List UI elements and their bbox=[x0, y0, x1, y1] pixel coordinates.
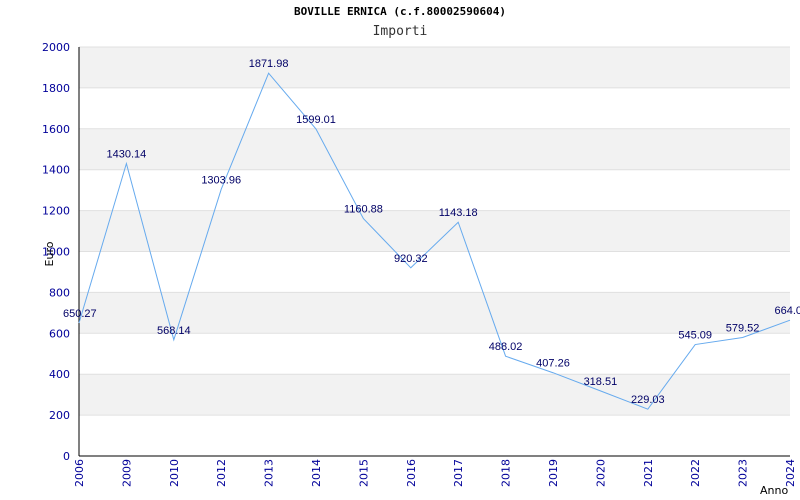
data-label: 318.51 bbox=[584, 376, 618, 388]
y-tick-label: 1600 bbox=[42, 123, 70, 136]
x-tick-label: 2009 bbox=[120, 459, 133, 487]
data-label: 579.52 bbox=[726, 322, 760, 334]
data-label: 407.26 bbox=[536, 358, 570, 370]
x-tick-label: 2024 bbox=[784, 459, 797, 487]
data-label: 1871.98 bbox=[249, 58, 289, 70]
y-tick-label: 200 bbox=[49, 409, 70, 422]
data-label: 488.02 bbox=[489, 341, 523, 353]
chart-subtitle: Importi bbox=[372, 24, 428, 39]
data-label: 1143.18 bbox=[439, 207, 478, 219]
grid-band bbox=[79, 374, 790, 416]
x-tick-label: 2010 bbox=[168, 459, 181, 487]
y-tick-label: 1000 bbox=[42, 246, 70, 259]
x-tick-label: 2012 bbox=[215, 459, 228, 487]
y-tick-label: 1400 bbox=[42, 164, 70, 177]
grid-lines bbox=[79, 46, 790, 457]
x-tick-label: 2014 bbox=[310, 459, 323, 487]
y-tick-label: 800 bbox=[49, 286, 70, 299]
data-label: 1160.88 bbox=[344, 204, 383, 216]
grid-band bbox=[79, 292, 790, 334]
data-label: 920.32 bbox=[394, 253, 428, 265]
series-line bbox=[78, 72, 791, 410]
y-tick-labels: 0 200 400 600 800 1000 1200 1400 1600 1800 2000 bbox=[42, 41, 70, 463]
data-labels: 650.27 1430.14 568.14 1303.96 1871.98 1599.01… bbox=[63, 58, 800, 406]
x-tick-label: 2013 bbox=[263, 459, 276, 487]
data-label: 545.09 bbox=[678, 330, 712, 342]
x-tick-label: 2018 bbox=[500, 459, 513, 487]
x-tick-label: 2006 bbox=[73, 459, 86, 487]
x-tick-label: 2016 bbox=[405, 459, 418, 487]
grid-band bbox=[79, 128, 790, 170]
data-label: 229.03 bbox=[631, 394, 665, 406]
y-tick-label: 600 bbox=[49, 327, 70, 340]
grid-band bbox=[79, 47, 790, 88]
y-axis-label: Euro bbox=[43, 241, 56, 266]
data-label: 664.0 bbox=[774, 305, 800, 317]
x-tick-label: 2022 bbox=[689, 459, 702, 487]
x-tick-label: 2021 bbox=[642, 459, 655, 487]
y-tick-label: 1200 bbox=[42, 205, 70, 218]
data-label: 1430.14 bbox=[107, 149, 147, 161]
y-tick-label: 1800 bbox=[42, 82, 70, 95]
x-tick-label: 2019 bbox=[547, 459, 560, 487]
y-tick-label: 0 bbox=[63, 450, 70, 463]
x-tick-label: 2023 bbox=[737, 459, 750, 487]
y-tick-label: 2000 bbox=[42, 41, 70, 54]
x-axis-label: Anno bbox=[760, 484, 788, 497]
chart-title: BOVILLE ERNICA (c.f.80002590604) bbox=[294, 5, 506, 18]
x-tick-label: 2020 bbox=[594, 459, 607, 487]
data-label: 1303.96 bbox=[201, 174, 241, 186]
data-label: 650.27 bbox=[63, 308, 97, 320]
x-tick-label: 2017 bbox=[452, 459, 465, 487]
x-tick-labels: 2006 2009 2010 2012 2013 2014 2015 2016 2017 2018… bbox=[73, 459, 797, 487]
y-tick-label: 400 bbox=[49, 368, 70, 381]
x-tick-label: 2015 bbox=[357, 459, 370, 487]
data-label: 568.14 bbox=[157, 325, 191, 337]
data-label: 1599.01 bbox=[296, 114, 336, 126]
